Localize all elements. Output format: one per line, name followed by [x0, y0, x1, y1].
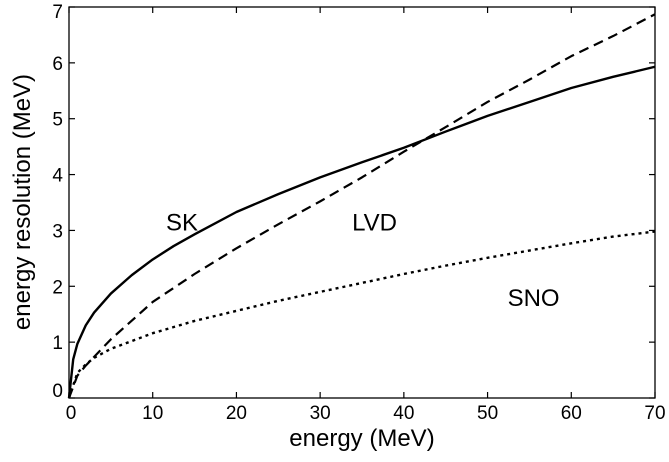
y-tick-label: 2	[52, 277, 63, 298]
series-label-lvd: LVD	[352, 209, 397, 236]
series-line-sk	[67, 65, 656, 399]
series-label-sk: SK	[166, 209, 198, 236]
y-tick-label: 5	[52, 110, 63, 131]
x-ticks: 0 10 20 30 40 50 60 70	[66, 7, 666, 424]
series-labels: SK LVD SNO	[166, 209, 560, 311]
x-tick-label: 10	[142, 403, 163, 424]
series-lines	[67, 13, 656, 399]
y-tick-label: 0	[52, 381, 63, 402]
y-ticks: 0 1 2 3 4 5 6 7	[52, 2, 655, 402]
series-label-sno: SNO	[508, 285, 560, 312]
y-tick-label: 6	[52, 54, 63, 75]
x-tick-label: 50	[477, 403, 498, 424]
series-line-lvd	[67, 13, 656, 399]
x-axis-title: energy (MeV)	[289, 425, 434, 452]
y-tick-label: 7	[52, 2, 63, 23]
y-tick-label: 4	[52, 166, 63, 187]
plot-frame	[68, 6, 656, 399]
x-tick-label: 0	[66, 403, 77, 424]
y-axis-title: energy resolution (MeV)	[9, 74, 36, 330]
x-tick-label: 70	[644, 403, 665, 424]
series-line-sno	[67, 230, 656, 399]
y-tick-label: 1	[52, 333, 63, 354]
x-tick-label: 40	[393, 403, 414, 424]
y-tick-label: 3	[52, 221, 63, 242]
x-tick-label: 20	[226, 403, 247, 424]
x-tick-label: 60	[561, 403, 582, 424]
x-tick-label: 30	[310, 403, 331, 424]
